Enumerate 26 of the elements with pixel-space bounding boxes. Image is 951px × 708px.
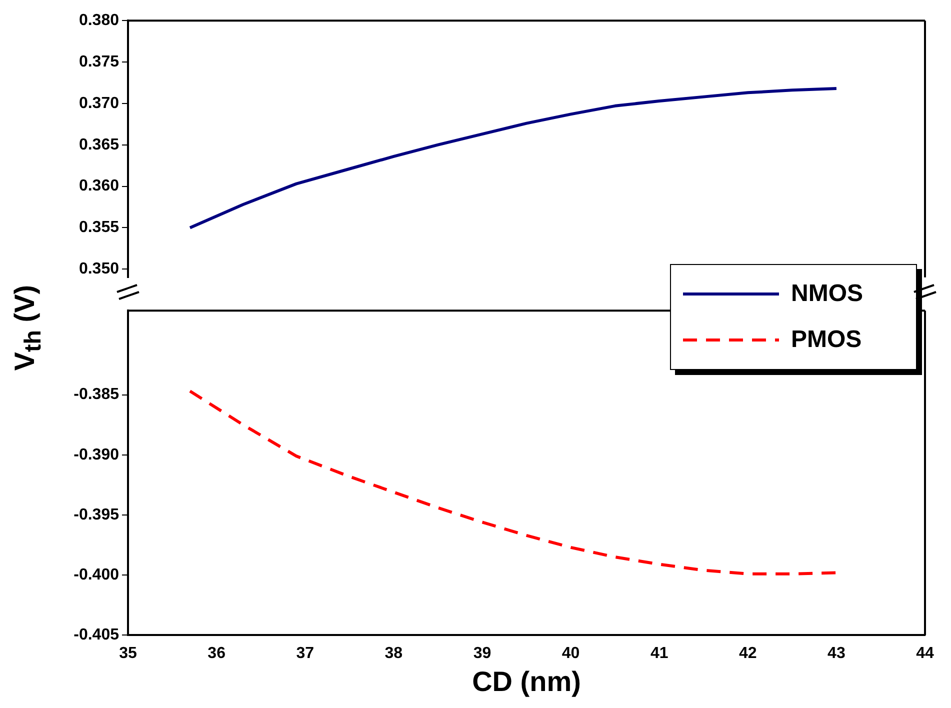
y-tick-label: 0.365 [78, 136, 120, 154]
x-tick-label: 42 [738, 645, 757, 662]
legend-label: PMOS [791, 326, 862, 354]
x-tick-label: 40 [562, 645, 580, 662]
y-tick-label: -0.400 [74, 566, 120, 584]
y-tick-label: 0.350 [78, 260, 120, 278]
x-tick-label: 41 [650, 645, 668, 662]
y-tick-label: 0.370 [78, 94, 120, 112]
y-tick-label: 0.375 [78, 53, 120, 70]
x-tick-label: 44 [916, 645, 934, 662]
y-tick-label: 0.360 [78, 178, 120, 195]
y-tick-label: -0.385 [74, 386, 120, 404]
x-tick-label: 36 [208, 645, 226, 662]
x-axis-title: CD (nm) [472, 666, 581, 697]
x-tick-label: 43 [828, 645, 846, 662]
y-tick-label: 0.380 [78, 12, 120, 30]
y-tick-label: -0.395 [74, 506, 120, 524]
x-tick-label: 39 [473, 645, 492, 662]
legend-label: NMOS [791, 280, 863, 308]
line-series [188, 390, 838, 576]
x-tick-label: 37 [296, 645, 314, 662]
x-tick-label: 38 [384, 645, 403, 662]
y-tick-label: -0.405 [74, 626, 120, 644]
x-tick-label: 35 [119, 645, 137, 662]
y-tick-label: 0.355 [78, 219, 120, 236]
y-tick-label: -0.390 [74, 446, 120, 464]
